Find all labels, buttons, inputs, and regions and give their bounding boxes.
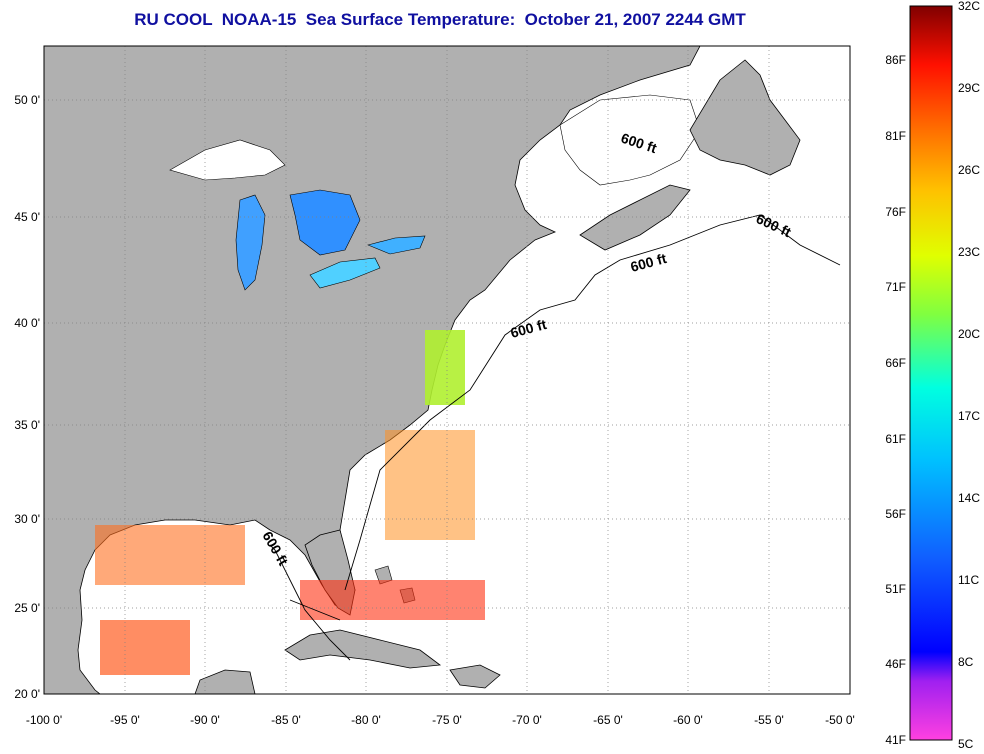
lake-huron — [289, 189, 361, 256]
land-cuba — [284, 629, 442, 669]
map-title: RU COOL NOAA-15 Sea Surface Temperature:… — [134, 10, 746, 29]
lon-tick-label: -75 0' — [432, 713, 462, 727]
colorbar-celsius-label: 14C — [958, 491, 980, 505]
sst-patch-midatlantic — [425, 330, 465, 405]
lake-michigan — [235, 194, 266, 291]
land-newfoundland — [689, 59, 801, 176]
lon-tick-label: -100 0' — [26, 713, 62, 727]
lat-axis: 50 0' 45 0' 40 0' 35 0' 30 0' 25 0' 20 0… — [14, 93, 40, 701]
colorbar-celsius-label: 23C — [958, 245, 980, 259]
colorbar-fahrenheit-label: 46F — [885, 657, 906, 671]
lon-tick-label: -55 0' — [754, 713, 784, 727]
land-yucatan — [194, 669, 256, 694]
colorbar-celsius-label: 17C — [958, 409, 980, 423]
colorbar-fahrenheit-label: 86F — [885, 53, 906, 67]
lon-tick-label: -70 0' — [512, 713, 542, 727]
colorbar-fahrenheit-label: 61F — [885, 432, 906, 446]
colorbar-celsius-label: 5C — [958, 737, 974, 751]
colorbar-celsius-label: 29C — [958, 81, 980, 95]
lon-tick-label: -60 0' — [673, 713, 703, 727]
lake-erie — [309, 257, 381, 289]
colorbar-celsius-label: 26C — [958, 163, 980, 177]
colorbar-celsius-labels: 32C 29C 26C 23C 20C 17C 14C 11C 8C 5C — [958, 0, 980, 751]
land-nova-scotia — [579, 184, 691, 251]
lon-axis: -100 0' -95 0' -90 0' -85 0' -80 0' -75 … — [26, 713, 855, 727]
colorbar-fahrenheit-label: 56F — [885, 507, 906, 521]
colorbar-fahrenheit-labels: 86F 81F 76F 71F 66F 61F 56F 51F 46F 41F — [885, 53, 906, 747]
lon-tick-label: -90 0' — [190, 713, 220, 727]
lon-tick-label: -85 0' — [271, 713, 301, 727]
sst-patch-gulf-south — [100, 620, 190, 675]
colorbar-celsius-label: 32C — [958, 0, 980, 13]
lon-tick-label: -80 0' — [351, 713, 381, 727]
colorbar-fahrenheit-label: 41F — [885, 733, 906, 747]
lake-ontario — [367, 235, 426, 255]
colorbar-fahrenheit-label: 51F — [885, 582, 906, 596]
lon-tick-label: -95 0' — [110, 713, 140, 727]
lon-tick-label: -50 0' — [825, 713, 855, 727]
lat-tick-label: 25 0' — [14, 601, 40, 615]
land-north-america — [44, 46, 701, 694]
lat-tick-label: 35 0' — [14, 418, 40, 432]
colorbar-fahrenheit-label: 81F — [885, 129, 906, 143]
sst-patch-straits — [300, 580, 485, 620]
map-frame — [43, 45, 851, 695]
lon-tick-label: -65 0' — [593, 713, 623, 727]
colorbar — [909, 5, 953, 741]
graticule — [44, 46, 850, 694]
lake-superior — [169, 139, 286, 181]
colorbar-celsius-label: 20C — [958, 327, 980, 341]
lat-tick-label: 40 0' — [14, 316, 40, 330]
lat-tick-label: 20 0' — [14, 687, 40, 701]
sst-patch-gulf-north — [95, 525, 245, 585]
lat-tick-label: 30 0' — [14, 512, 40, 526]
colorbar-fahrenheit-label: 66F — [885, 356, 906, 370]
isobath-600ft — [269, 214, 841, 661]
colorbar-fahrenheit-label: 76F — [885, 205, 906, 219]
land-hispaniola — [449, 664, 501, 689]
colorbar-fahrenheit-label: 71F — [885, 280, 906, 294]
colorbar-celsius-label: 8C — [958, 655, 974, 669]
lat-tick-label: 45 0' — [14, 210, 40, 224]
colorbar-celsius-label: 11C — [958, 573, 979, 587]
sst-patch-southeast — [385, 430, 475, 540]
gulf-st-lawrence — [559, 94, 701, 186]
lat-tick-label: 50 0' — [14, 93, 40, 107]
